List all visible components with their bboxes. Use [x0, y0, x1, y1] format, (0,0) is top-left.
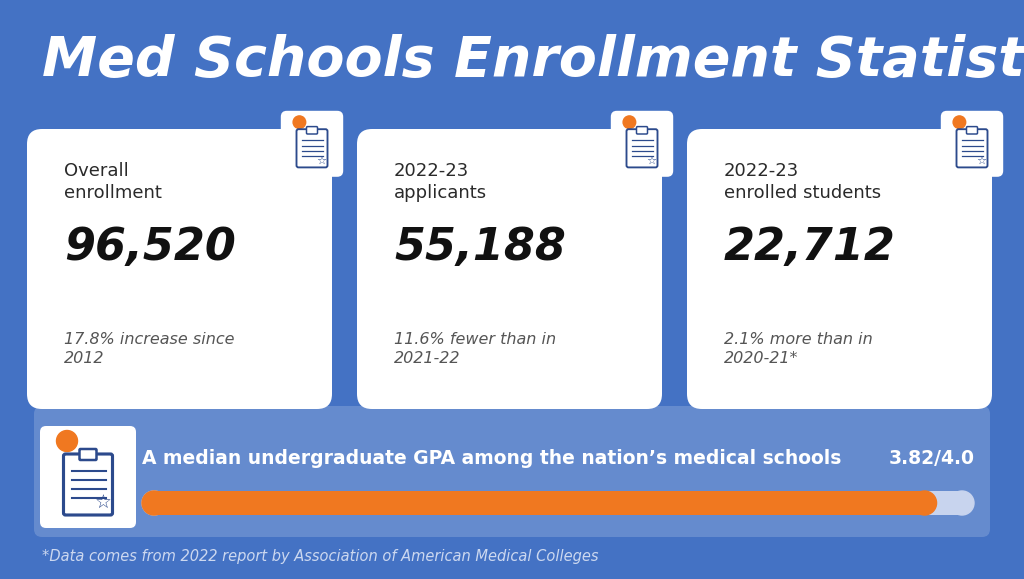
FancyBboxPatch shape — [154, 491, 925, 515]
Circle shape — [950, 491, 974, 515]
Text: ☆: ☆ — [646, 155, 656, 166]
Circle shape — [142, 491, 166, 515]
Text: 22,712: 22,712 — [724, 226, 896, 269]
Text: 17.8% increase since
2012: 17.8% increase since 2012 — [63, 332, 234, 366]
Text: 3.82/4.0: 3.82/4.0 — [889, 449, 975, 468]
FancyBboxPatch shape — [306, 127, 317, 134]
FancyBboxPatch shape — [154, 491, 962, 515]
FancyBboxPatch shape — [297, 129, 328, 167]
Circle shape — [293, 116, 306, 129]
Text: Med Schools Enrollment Statistics: Med Schools Enrollment Statistics — [42, 34, 1024, 88]
Circle shape — [953, 116, 966, 129]
FancyBboxPatch shape — [956, 129, 987, 167]
Text: *Data comes from 2022 report by Association of American Medical Colleges: *Data comes from 2022 report by Associat… — [42, 549, 598, 564]
Text: 2.1% more than in
2020-21*: 2.1% more than in 2020-21* — [724, 332, 872, 366]
FancyBboxPatch shape — [281, 111, 343, 177]
Text: ☆: ☆ — [94, 494, 112, 513]
Text: 2022-23
enrolled students: 2022-23 enrolled students — [724, 162, 881, 202]
FancyBboxPatch shape — [27, 129, 332, 409]
FancyBboxPatch shape — [357, 129, 662, 409]
FancyBboxPatch shape — [637, 127, 647, 134]
Text: Overall
enrollment: Overall enrollment — [63, 162, 162, 202]
Text: 11.6% fewer than in
2021-22: 11.6% fewer than in 2021-22 — [394, 332, 556, 366]
Text: 2022-23
applicants: 2022-23 applicants — [394, 162, 487, 202]
FancyBboxPatch shape — [941, 111, 1004, 177]
FancyBboxPatch shape — [967, 127, 978, 134]
FancyBboxPatch shape — [627, 129, 657, 167]
Text: 55,188: 55,188 — [394, 226, 566, 269]
Text: 96,520: 96,520 — [63, 226, 236, 269]
FancyBboxPatch shape — [40, 426, 136, 528]
Text: ☆: ☆ — [976, 155, 986, 166]
Circle shape — [142, 491, 166, 515]
FancyBboxPatch shape — [80, 449, 96, 460]
Circle shape — [912, 491, 937, 515]
Circle shape — [56, 431, 78, 452]
Text: A median undergraduate GPA among the nation’s medical schools: A median undergraduate GPA among the nat… — [142, 449, 842, 468]
FancyBboxPatch shape — [63, 454, 113, 515]
FancyBboxPatch shape — [34, 406, 990, 537]
FancyBboxPatch shape — [610, 111, 673, 177]
Text: ☆: ☆ — [316, 155, 326, 166]
Circle shape — [623, 116, 636, 129]
FancyBboxPatch shape — [687, 129, 992, 409]
